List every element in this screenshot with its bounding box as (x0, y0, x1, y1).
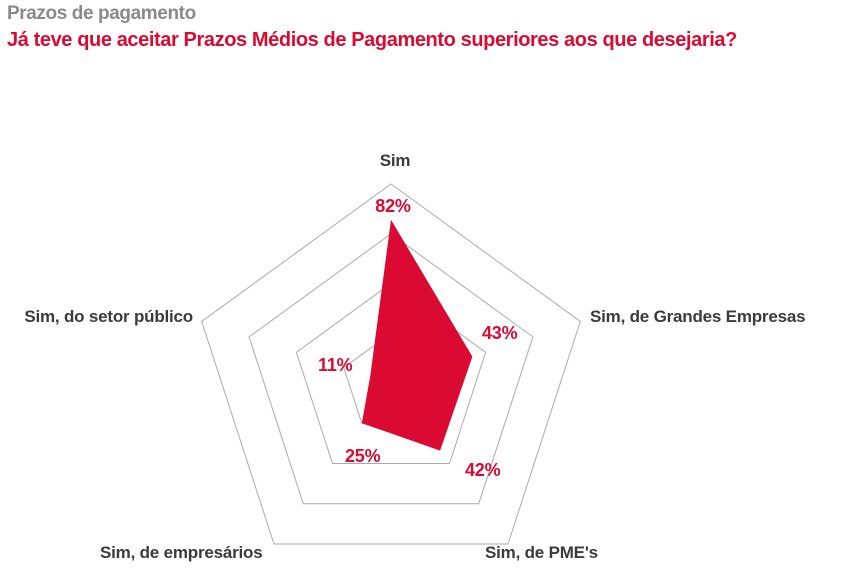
axis-label-empresarios: Sim, de empresários (100, 543, 263, 562)
axis-label-sim: Sim (379, 151, 411, 170)
chart-title: Já teve que aceitar Prazos Médios de Pag… (7, 29, 737, 51)
value-label-sim: 82% (375, 196, 411, 216)
grid-ring-100 (201, 183, 581, 545)
axis-label-grandes-empresas: Sim, de Grandes Empresas (590, 307, 806, 326)
section-kicker: Prazos de pagamento (7, 3, 196, 24)
axis-label-pmes: Sim, de PME's (485, 543, 598, 562)
grid-ring-50 (295, 282, 487, 464)
value-label-grandes-empresas: 43% (482, 323, 518, 343)
value-label-pmes: 42% (465, 460, 501, 480)
value-label-empresarios: 25% (345, 446, 381, 466)
data-polygon (361, 219, 473, 451)
value-label-setor-publico: 11% (318, 355, 353, 375)
grid-ring-75 (248, 233, 534, 505)
axis-label-setor-publico: Sim, do setor público (24, 307, 193, 326)
